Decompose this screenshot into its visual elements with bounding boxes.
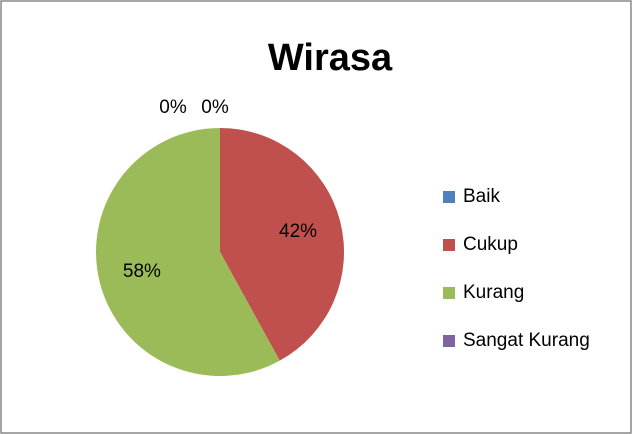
- data-label: 0%: [201, 97, 229, 118]
- data-label: 0%: [159, 97, 187, 118]
- legend-swatch: [443, 335, 455, 347]
- pie-slice: [220, 128, 344, 361]
- legend-label: Cukup: [463, 234, 518, 255]
- data-label: 42%: [279, 221, 317, 242]
- legend-swatch: [443, 191, 455, 203]
- legend-label: Kurang: [463, 282, 524, 303]
- data-label: 58%: [123, 261, 161, 282]
- legend-label: Baik: [463, 186, 500, 207]
- legend-swatch: [443, 287, 455, 299]
- legend-swatch: [443, 239, 455, 251]
- chart-title: Wirasa: [268, 37, 393, 79]
- legend-label: Sangat Kurang: [463, 330, 590, 351]
- pie-slice: [95, 128, 280, 376]
